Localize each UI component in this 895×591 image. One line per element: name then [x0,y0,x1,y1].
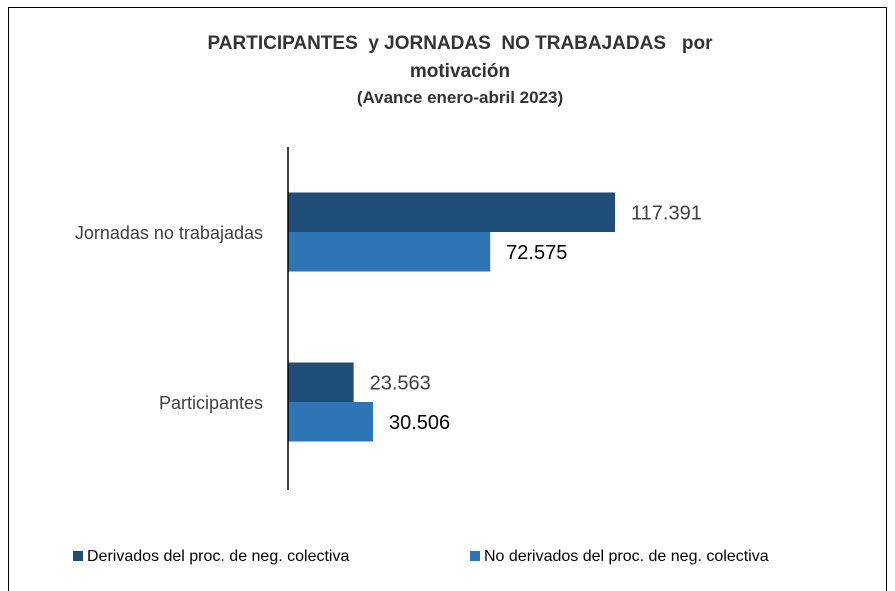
legend-swatch [470,551,480,561]
data-label: 72.575 [506,242,567,264]
legend-swatch [73,551,83,561]
chart-title: PARTICIPANTES y JORNADAS NO TRABAJADAS p… [207,33,718,82]
bar [288,402,373,442]
legend-label: Derivados del proc. de neg. colectiva [87,548,349,565]
data-label: 117.391 [631,203,702,225]
chart-frame [8,7,887,591]
data-label: 30.506 [389,412,450,434]
bar [288,232,491,272]
bar [288,192,616,232]
y-tick-label: Jornadas no trabajadas [75,223,263,243]
y-tick-label: Participantes [159,393,263,413]
legend-label: No derivados del proc. de neg. colectiva [484,548,769,565]
data-label: 23.563 [370,373,431,395]
chart-subtitle: (Avance enero-abril 2023) [356,88,564,107]
bar [288,362,354,402]
